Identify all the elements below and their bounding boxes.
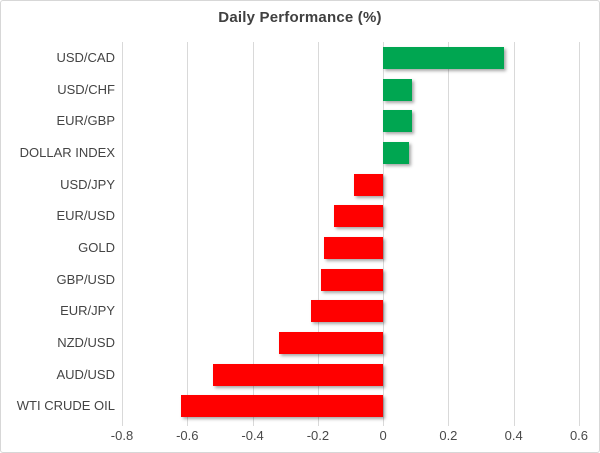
- category-label: GOLD: [78, 239, 115, 255]
- bar-gbp-usd: [321, 268, 384, 291]
- category-label: USD/JPY: [60, 176, 115, 192]
- category-label: AUD/USD: [56, 366, 115, 382]
- x-tick-label: 0.2: [439, 428, 458, 443]
- gridline: [579, 42, 580, 426]
- gridline: [383, 42, 385, 426]
- x-tick-label: -0.4: [241, 428, 264, 443]
- bar-eur-jpy: [311, 300, 384, 323]
- gridline: [122, 42, 123, 426]
- x-tick-label: -0.6: [176, 428, 199, 443]
- x-tick-label: 0.4: [504, 428, 523, 443]
- category-label: EUR/JPY: [60, 303, 115, 319]
- bar-usd-chf: [383, 78, 413, 101]
- category-label: EUR/USD: [56, 208, 115, 224]
- bar-gold: [324, 236, 384, 259]
- gridline: [448, 42, 450, 426]
- bar-usd-jpy: [353, 173, 384, 196]
- x-tick-label: 0: [379, 428, 387, 443]
- category-label: NZD/USD: [57, 334, 115, 350]
- bar-aud-usd: [213, 363, 384, 386]
- gridline: [252, 42, 254, 426]
- bar-eur-gbp: [383, 110, 413, 133]
- gridline: [513, 42, 515, 426]
- x-tick-label: 0.6: [569, 428, 589, 443]
- x-tick-label: -0.2: [306, 428, 330, 443]
- bar-usd-cad: [383, 46, 504, 69]
- category-label: EUR/GBP: [56, 113, 115, 129]
- bar-wti-crude-oil: [180, 395, 384, 418]
- bar-eur-usd: [334, 205, 384, 228]
- gridline: [317, 42, 319, 426]
- chart-title: Daily Performance (%): [218, 9, 382, 26]
- plot-area: [122, 42, 580, 426]
- category-label: WTI CRUDE OIL: [16, 398, 115, 414]
- gridline: [187, 42, 189, 426]
- category-label: USD/CAD: [56, 49, 115, 65]
- x-tick-label: -0.8: [110, 428, 134, 443]
- bar-nzd-usd: [278, 331, 384, 354]
- category-label: USD/CHF: [57, 81, 115, 97]
- bar-dollar-index: [383, 141, 410, 164]
- category-label: DOLLAR INDEX: [19, 144, 115, 160]
- category-label: GBP/USD: [56, 271, 115, 287]
